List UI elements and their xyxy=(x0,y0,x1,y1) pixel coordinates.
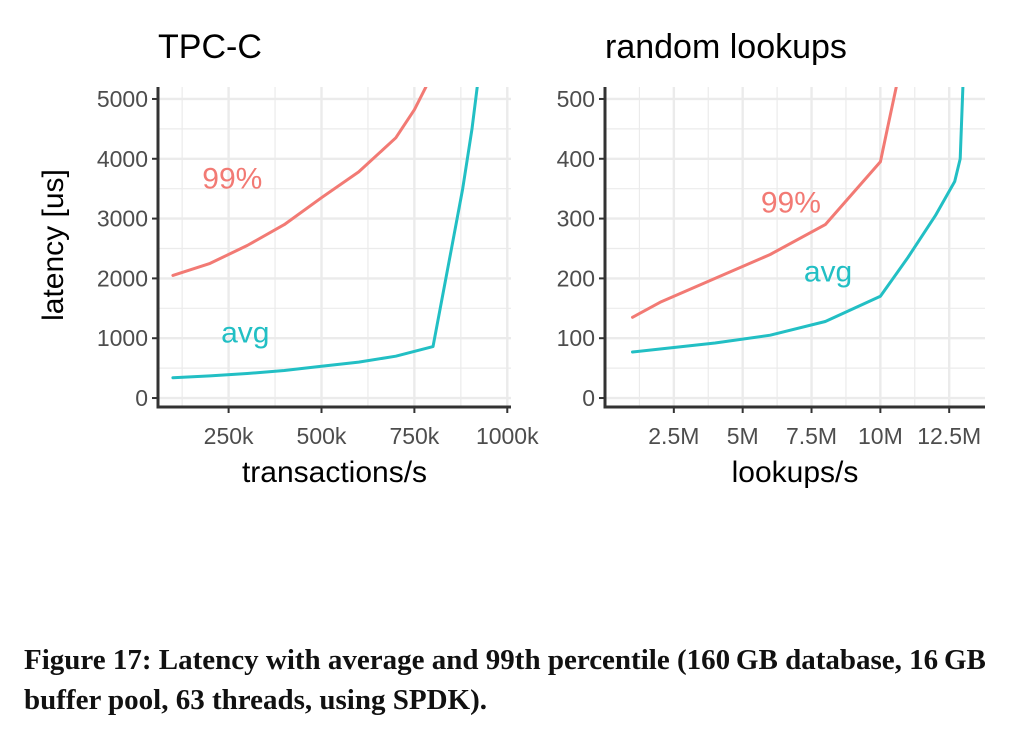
series-line-p99 xyxy=(171,87,428,277)
y-tick-label: 1000 xyxy=(97,325,148,351)
x-tick-label: 12.5M xyxy=(917,423,981,449)
grid xyxy=(605,87,985,407)
y-tick-label: 100 xyxy=(557,325,595,351)
x-tick-label: 5M xyxy=(727,423,759,449)
chart-title: random lookups xyxy=(605,28,847,66)
y-tick-label: 0 xyxy=(582,385,595,411)
x-axis-label: transactions/s xyxy=(242,456,427,489)
grid xyxy=(158,87,511,407)
x-tick-label: 7.5M xyxy=(786,423,837,449)
y-tick-label: 3000 xyxy=(97,206,148,232)
series-line-avg xyxy=(171,87,479,380)
y-tick-label: 300 xyxy=(557,206,595,232)
figure: TPC-C 99% avg 0 1000 2000 3000 4000 5000 250k 500k… xyxy=(37,28,985,489)
y-tick-label: 5000 xyxy=(97,86,148,112)
x-axis-label: lookups/s xyxy=(732,456,859,489)
x-tick-label: 10M xyxy=(858,423,903,449)
y-tick-label: 2000 xyxy=(97,265,148,291)
y-tick-label: 200 xyxy=(557,265,595,291)
y-tick-label: 4000 xyxy=(97,146,148,172)
series-label: avg xyxy=(804,255,852,288)
chart-title: TPC-C xyxy=(158,28,262,66)
series-group xyxy=(171,87,479,380)
series-line-avg xyxy=(631,87,965,354)
x-tick-label: 500k xyxy=(297,423,347,449)
series-label: avg xyxy=(221,316,269,349)
series-label: 99% xyxy=(202,163,262,196)
y-tick-label: 500 xyxy=(557,86,595,112)
x-tick-label: 1000k xyxy=(476,423,539,449)
x-tick-label: 2.5M xyxy=(648,423,699,449)
x-tick-label: 250k xyxy=(204,423,254,449)
panel-random-lookups: random lookups 99% avg 0 100 200 300 400 500 2.5M… xyxy=(557,28,985,489)
y-tick-label: 0 xyxy=(135,385,148,411)
y-axis-label: latency [us] xyxy=(37,169,70,321)
series-line-p99 xyxy=(631,87,898,319)
series-group xyxy=(631,87,965,354)
x-tick-label: 750k xyxy=(389,423,439,449)
y-tick-label: 400 xyxy=(557,146,595,172)
figure-caption: Figure 17: Latency with average and 99th… xyxy=(24,644,986,716)
panel-tpcc: TPC-C 99% avg 0 1000 2000 3000 4000 5000 250k 500k… xyxy=(97,28,539,489)
series-label: 99% xyxy=(761,187,821,220)
